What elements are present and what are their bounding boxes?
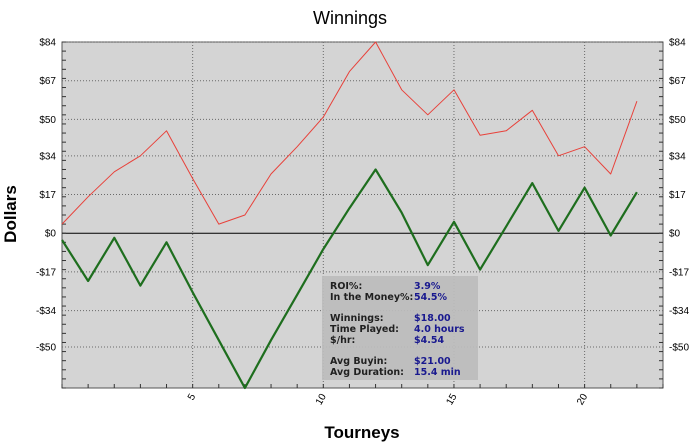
x-tick-label: 10 <box>314 392 329 408</box>
y-tick-label-right: $84 <box>669 38 686 49</box>
stat-label: Avg Buyin: <box>330 356 388 367</box>
stat-time-played: Time Played: 4.0 hours <box>330 324 476 335</box>
stat-avg-buyin: Avg Buyin: $21.00 <box>330 356 476 367</box>
stat-value: 15.4 min <box>414 367 461 378</box>
stat-label: $/hr: <box>330 335 356 346</box>
y-tick-label-left: $67 <box>39 76 56 87</box>
y-tick-label-right: -$17 <box>669 267 689 278</box>
y-tick-label-right: -$50 <box>669 343 689 354</box>
series-lines <box>61 41 638 390</box>
stat-value: 4.0 hours <box>414 324 465 335</box>
x-axis-title: Tourneys <box>324 423 399 442</box>
y-tick-label-left: $84 <box>39 38 56 49</box>
y-tick-label-right: $17 <box>669 190 686 201</box>
y-tick-label-left: -$17 <box>36 267 56 278</box>
stat-label: ROI%: <box>330 281 363 292</box>
series-line-0 <box>61 41 638 225</box>
stat-label: Winnings: <box>330 313 384 324</box>
y-tick-label-left: -$34 <box>36 306 56 317</box>
stats-box: ROI%: 3.9% In the Money%: 54.5% Winnings: $… <box>322 276 478 380</box>
stat-itm: In the Money%: 54.5% <box>330 292 476 303</box>
y-tick-label-right: $67 <box>669 76 686 87</box>
stat-value: $4.54 <box>414 335 445 346</box>
stat-label: In the Money%: <box>330 292 414 303</box>
y-tick-label-left: $17 <box>39 190 56 201</box>
stat-value: 54.5% <box>414 292 447 303</box>
y-tick-label-right: $34 <box>669 151 686 162</box>
y-tick-label-left: -$50 <box>36 343 56 354</box>
axis-ticks: $84 $84 $67 $67 $50 $50 $34 $34 $17 $17 $0 $0 -$17 -$… <box>36 38 689 408</box>
stat-label: Avg Duration: <box>330 367 404 378</box>
stat-avg-duration: Avg Duration: 15.4 min <box>330 367 476 378</box>
x-tick-label: 15 <box>444 392 459 408</box>
x-tick-label: 5 <box>186 392 199 403</box>
stat-label: Time Played: <box>330 324 399 335</box>
stat-winnings: Winnings: $18.00 <box>330 313 476 324</box>
y-tick-label-left: $0 <box>45 229 57 240</box>
stat-value: $18.00 <box>414 313 451 324</box>
y-tick-label-right: $50 <box>669 115 686 126</box>
chart-title: Winnings <box>313 8 387 28</box>
y-tick-label-left: $34 <box>39 151 56 162</box>
y-tick-label-right: -$34 <box>669 306 689 317</box>
y-tick-label-left: $50 <box>39 115 56 126</box>
series-line-1 <box>61 168 638 390</box>
x-tick-label: 20 <box>575 392 590 408</box>
y-tick-label-right: $0 <box>669 229 681 240</box>
stat-value: $21.00 <box>414 356 451 367</box>
stat-value: 3.9% <box>414 281 441 292</box>
stat-roi: ROI%: 3.9% <box>330 281 476 292</box>
y-axis-title: Dollars <box>1 185 20 243</box>
stat-dollars-per-hour: $/hr: $4.54 <box>330 335 476 346</box>
